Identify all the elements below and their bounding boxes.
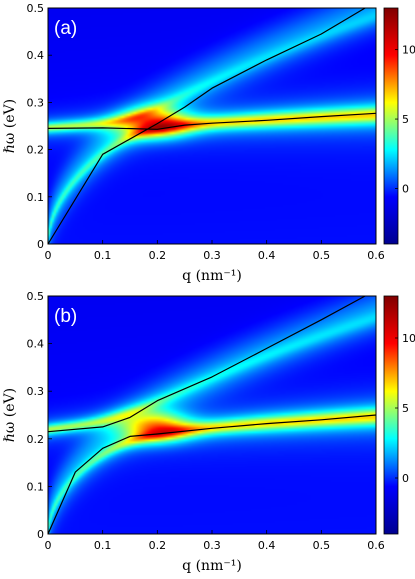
y-tick-label: 0.5 bbox=[27, 290, 45, 303]
colorbar-tick-label: 5 bbox=[402, 113, 409, 126]
lower-branch-line bbox=[47, 414, 377, 535]
x-tick-label: 0.1 bbox=[94, 249, 112, 262]
y-tick-label: 0.4 bbox=[27, 338, 45, 351]
y-ticks-b: 0 0.1 0.2 0.3 0.4 0.5 bbox=[27, 290, 52, 541]
colorbar-tick-label: 10 bbox=[402, 332, 415, 345]
x-tick-label: 0 bbox=[45, 539, 52, 552]
x-tick-label: 0 bbox=[45, 249, 52, 262]
upper-branch-line bbox=[47, 7, 366, 245]
x-tick-label: 0.2 bbox=[149, 539, 167, 552]
y-tick-label: 0 bbox=[37, 238, 44, 251]
upper-branch-line bbox=[47, 295, 366, 433]
x-tick-label: 0.2 bbox=[149, 249, 167, 262]
heatmap-b-image bbox=[48, 296, 376, 534]
panel-b: (b) 0 0.1 0.2 0.3 0.4 0.5 0.6 0 0.1 0.2 0.3 0.4 0.5… bbox=[2, 290, 415, 574]
colorbar-tick-label: 5 bbox=[402, 402, 409, 415]
x-tick-label: 0.3 bbox=[203, 249, 221, 262]
y-ticks-a: 0 0.1 0.2 0.3 0.4 0.5 bbox=[27, 2, 52, 251]
x-tick-label: 0.3 bbox=[203, 539, 221, 552]
y-axis-label-b: ℏω (eV) bbox=[2, 388, 18, 442]
colorbar-b bbox=[383, 295, 399, 535]
colorbar-tick-label: 0 bbox=[402, 182, 409, 195]
x-axis-label-b: q (nm⁻¹) bbox=[182, 558, 242, 574]
branches-a bbox=[47, 7, 377, 245]
panel-label-b: (b) bbox=[54, 306, 77, 327]
y-tick-label: 0.3 bbox=[27, 385, 45, 398]
y-tick-label: 0.5 bbox=[27, 2, 45, 15]
heatmap-a-image bbox=[48, 8, 376, 244]
colorbar-a bbox=[383, 7, 399, 245]
y-tick-label: 0.3 bbox=[27, 96, 45, 109]
y-tick-label: 0.1 bbox=[27, 191, 45, 204]
branches-b bbox=[47, 295, 377, 535]
x-tick-label: 0.6 bbox=[367, 249, 385, 262]
x-tick-label: 0.6 bbox=[367, 539, 385, 552]
y-tick-label: 0 bbox=[37, 528, 44, 541]
x-axis-label-a: q (nm⁻¹) bbox=[182, 268, 242, 284]
lower-branch-line bbox=[47, 112, 377, 130]
y-tick-label: 0.1 bbox=[27, 480, 45, 493]
x-tick-label: 0.5 bbox=[313, 539, 331, 552]
x-tick-label: 0.5 bbox=[313, 249, 331, 262]
y-axis-label-a: ℏω (eV) bbox=[2, 99, 18, 153]
x-tick-label: 0.1 bbox=[94, 539, 112, 552]
x-tick-label: 0.4 bbox=[258, 249, 276, 262]
x-ticks-a: 0 0.1 0.2 0.3 0.4 0.5 0.6 bbox=[45, 240, 385, 262]
x-ticks-b: 0 0.1 0.2 0.3 0.4 0.5 0.6 bbox=[45, 530, 385, 552]
colorbar-ticks-a: 0 5 10 bbox=[395, 44, 415, 195]
panel-label-a: (a) bbox=[54, 18, 77, 39]
x-tick-label: 0.4 bbox=[258, 539, 276, 552]
colorbar-tick-label: 10 bbox=[402, 44, 415, 57]
colorbar-tick-label: 0 bbox=[402, 472, 409, 485]
y-tick-label: 0.4 bbox=[27, 49, 45, 62]
panel-a: (a) 0 0.1 0.2 0.3 0.4 0.5 0.6 0 0.1 0.2 0.3 0.4 0.5… bbox=[2, 2, 415, 284]
y-tick-label: 0.2 bbox=[27, 433, 45, 446]
y-tick-label: 0.2 bbox=[27, 144, 45, 157]
colorbar-ticks-b: 0 5 10 bbox=[395, 332, 415, 485]
